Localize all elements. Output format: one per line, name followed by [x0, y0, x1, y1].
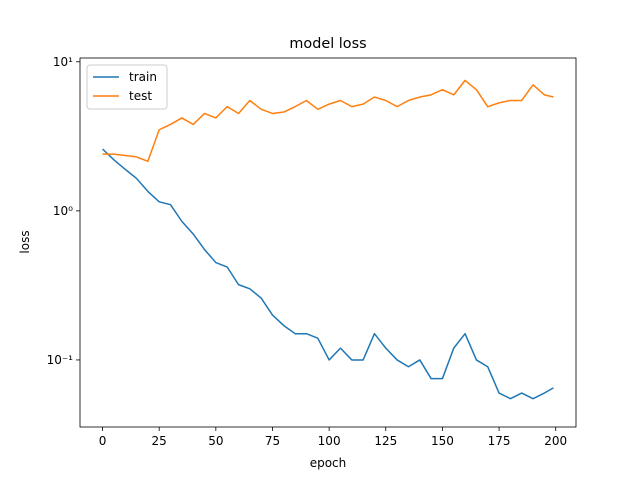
- x-tick-label: 175: [488, 434, 511, 448]
- x-tick-label: 50: [208, 434, 223, 448]
- y-axis-label: loss: [18, 230, 32, 253]
- legend-label: test: [129, 89, 152, 103]
- axes-frame: [79, 57, 577, 428]
- legend-box: [86, 64, 168, 110]
- x-tick-label: 125: [374, 434, 397, 448]
- line-series: [102, 148, 554, 400]
- x-tick-label: 100: [318, 434, 341, 448]
- legend: train test: [86, 64, 168, 110]
- x-axis-label: epoch: [310, 456, 347, 470]
- line-series: [102, 79, 554, 163]
- y-tick-label: 10⁰: [53, 204, 73, 218]
- chart-title: model loss: [289, 36, 366, 52]
- x-tick-label: 75: [265, 434, 280, 448]
- x-tick-label: 0: [99, 434, 107, 448]
- y-tick-label: 10⁻¹: [47, 353, 74, 367]
- y-tick-label: 10¹: [53, 55, 73, 69]
- legend-label: train: [129, 70, 157, 84]
- x-tick-label: 200: [544, 434, 567, 448]
- x-tick-label: 25: [152, 434, 167, 448]
- x-tick-label: 150: [431, 434, 454, 448]
